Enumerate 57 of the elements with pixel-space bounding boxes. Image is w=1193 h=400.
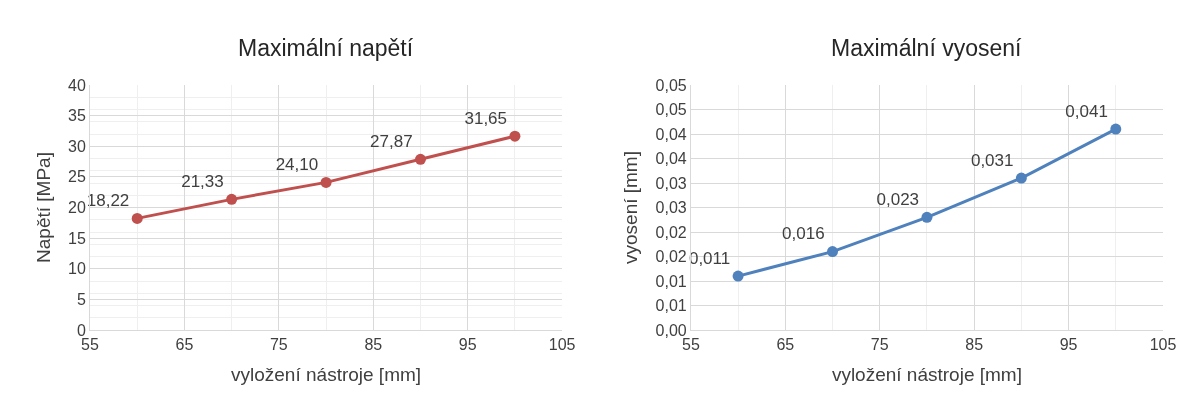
x-tick-label: 65	[776, 336, 795, 354]
y-tick-label: 40	[68, 76, 86, 94]
x-tick-label: 105	[548, 336, 576, 354]
chart-title: Maximální vyosení	[831, 35, 1023, 61]
point	[131, 212, 143, 224]
y-tick-label: 0,01	[655, 272, 687, 290]
y-tick-label: 35	[68, 107, 86, 125]
data-label: 21,33	[181, 172, 224, 192]
data-label: 0,031	[970, 150, 1014, 170]
y-tick-label: 0,00	[655, 321, 687, 339]
x-tick-label: 85	[965, 336, 984, 354]
x-axis-title: vyložení nástroje [mm]	[231, 364, 422, 385]
x-tick-label: 85	[364, 336, 383, 354]
y-tick-label: 5	[76, 290, 86, 308]
data-label: 0,041	[1065, 101, 1108, 121]
y-tick-label: 0,04	[655, 125, 687, 143]
data-label: 18,22	[86, 191, 130, 211]
x-tick-label: 65	[175, 336, 194, 354]
y-tick-label: 0,02	[655, 223, 687, 241]
y-tick-label: 0,03	[655, 174, 687, 192]
chart-title: Maximální napětí	[238, 35, 414, 61]
x-tick-label: 75	[870, 336, 889, 354]
y-tick-label: 20	[68, 199, 86, 217]
x-tick-label: 55	[681, 336, 700, 354]
y-tick-label: 0,03	[655, 199, 687, 217]
point	[1110, 123, 1122, 135]
y-tick-label: 15	[68, 229, 86, 247]
point	[226, 193, 238, 205]
y-tick-label: 30	[68, 137, 86, 155]
data-label: 24,10	[275, 155, 319, 175]
x-tick-label: 75	[269, 336, 288, 354]
data-label: 31,65	[464, 109, 508, 129]
x-tick-label: 95	[458, 336, 477, 354]
point	[509, 130, 521, 142]
y-tick-label: 0,05	[655, 101, 687, 119]
point	[320, 176, 332, 188]
y-axis-title: vyosení [mm]	[620, 151, 642, 264]
y-tick-label: 0,01	[655, 297, 687, 315]
y-tick-label: 25	[68, 168, 86, 186]
y-axis-title: Napětí [MPa]	[32, 152, 54, 263]
point	[1015, 172, 1027, 184]
data-label: 0,023	[876, 190, 920, 210]
y-tick-label: 10	[68, 260, 86, 278]
point	[921, 211, 933, 223]
x-axis-title: vyložení nástroje [mm]	[831, 364, 1022, 385]
point	[827, 246, 839, 258]
x-tick-label: 95	[1059, 336, 1078, 354]
point	[414, 153, 426, 165]
y-tick-label: 0,04	[655, 150, 687, 168]
y-tick-label: 0	[76, 321, 86, 339]
point	[732, 270, 744, 282]
x-tick-label: 55	[81, 336, 99, 354]
data-label: 27,87	[370, 132, 413, 152]
data-label: 0,016	[782, 224, 825, 244]
y-tick-label: 0,05	[655, 76, 687, 94]
y-tick-label: 0,02	[655, 248, 687, 266]
x-tick-label: 105	[1149, 336, 1177, 354]
